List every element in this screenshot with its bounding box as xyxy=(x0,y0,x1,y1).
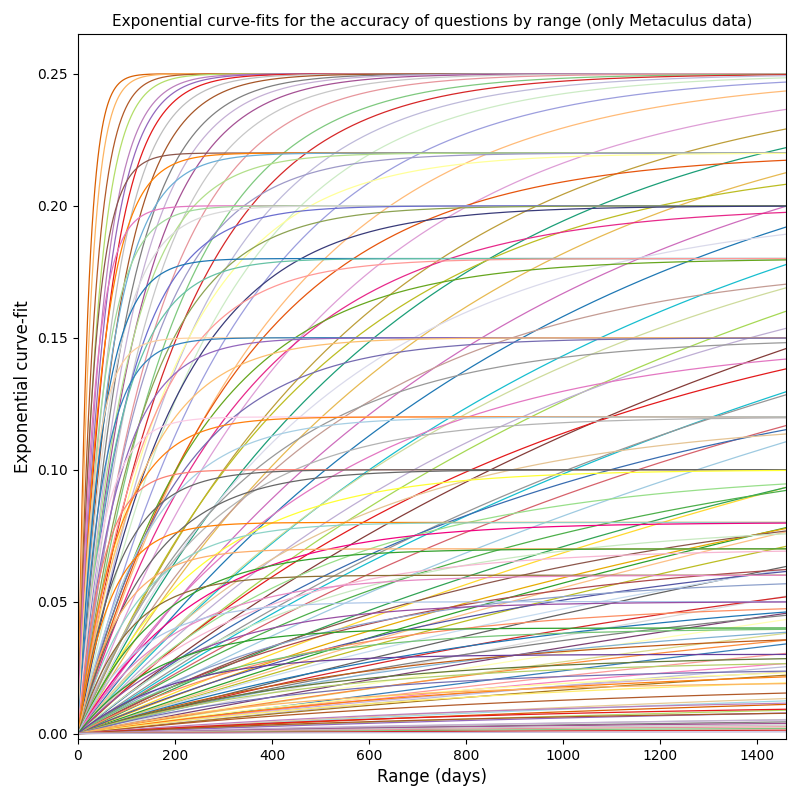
X-axis label: Range (days): Range (days) xyxy=(377,768,487,786)
Title: Exponential curve-fits for the accuracy of questions by range (only Metaculus da: Exponential curve-fits for the accuracy … xyxy=(112,14,752,29)
Y-axis label: Exponential curve-fit: Exponential curve-fit xyxy=(14,300,32,473)
